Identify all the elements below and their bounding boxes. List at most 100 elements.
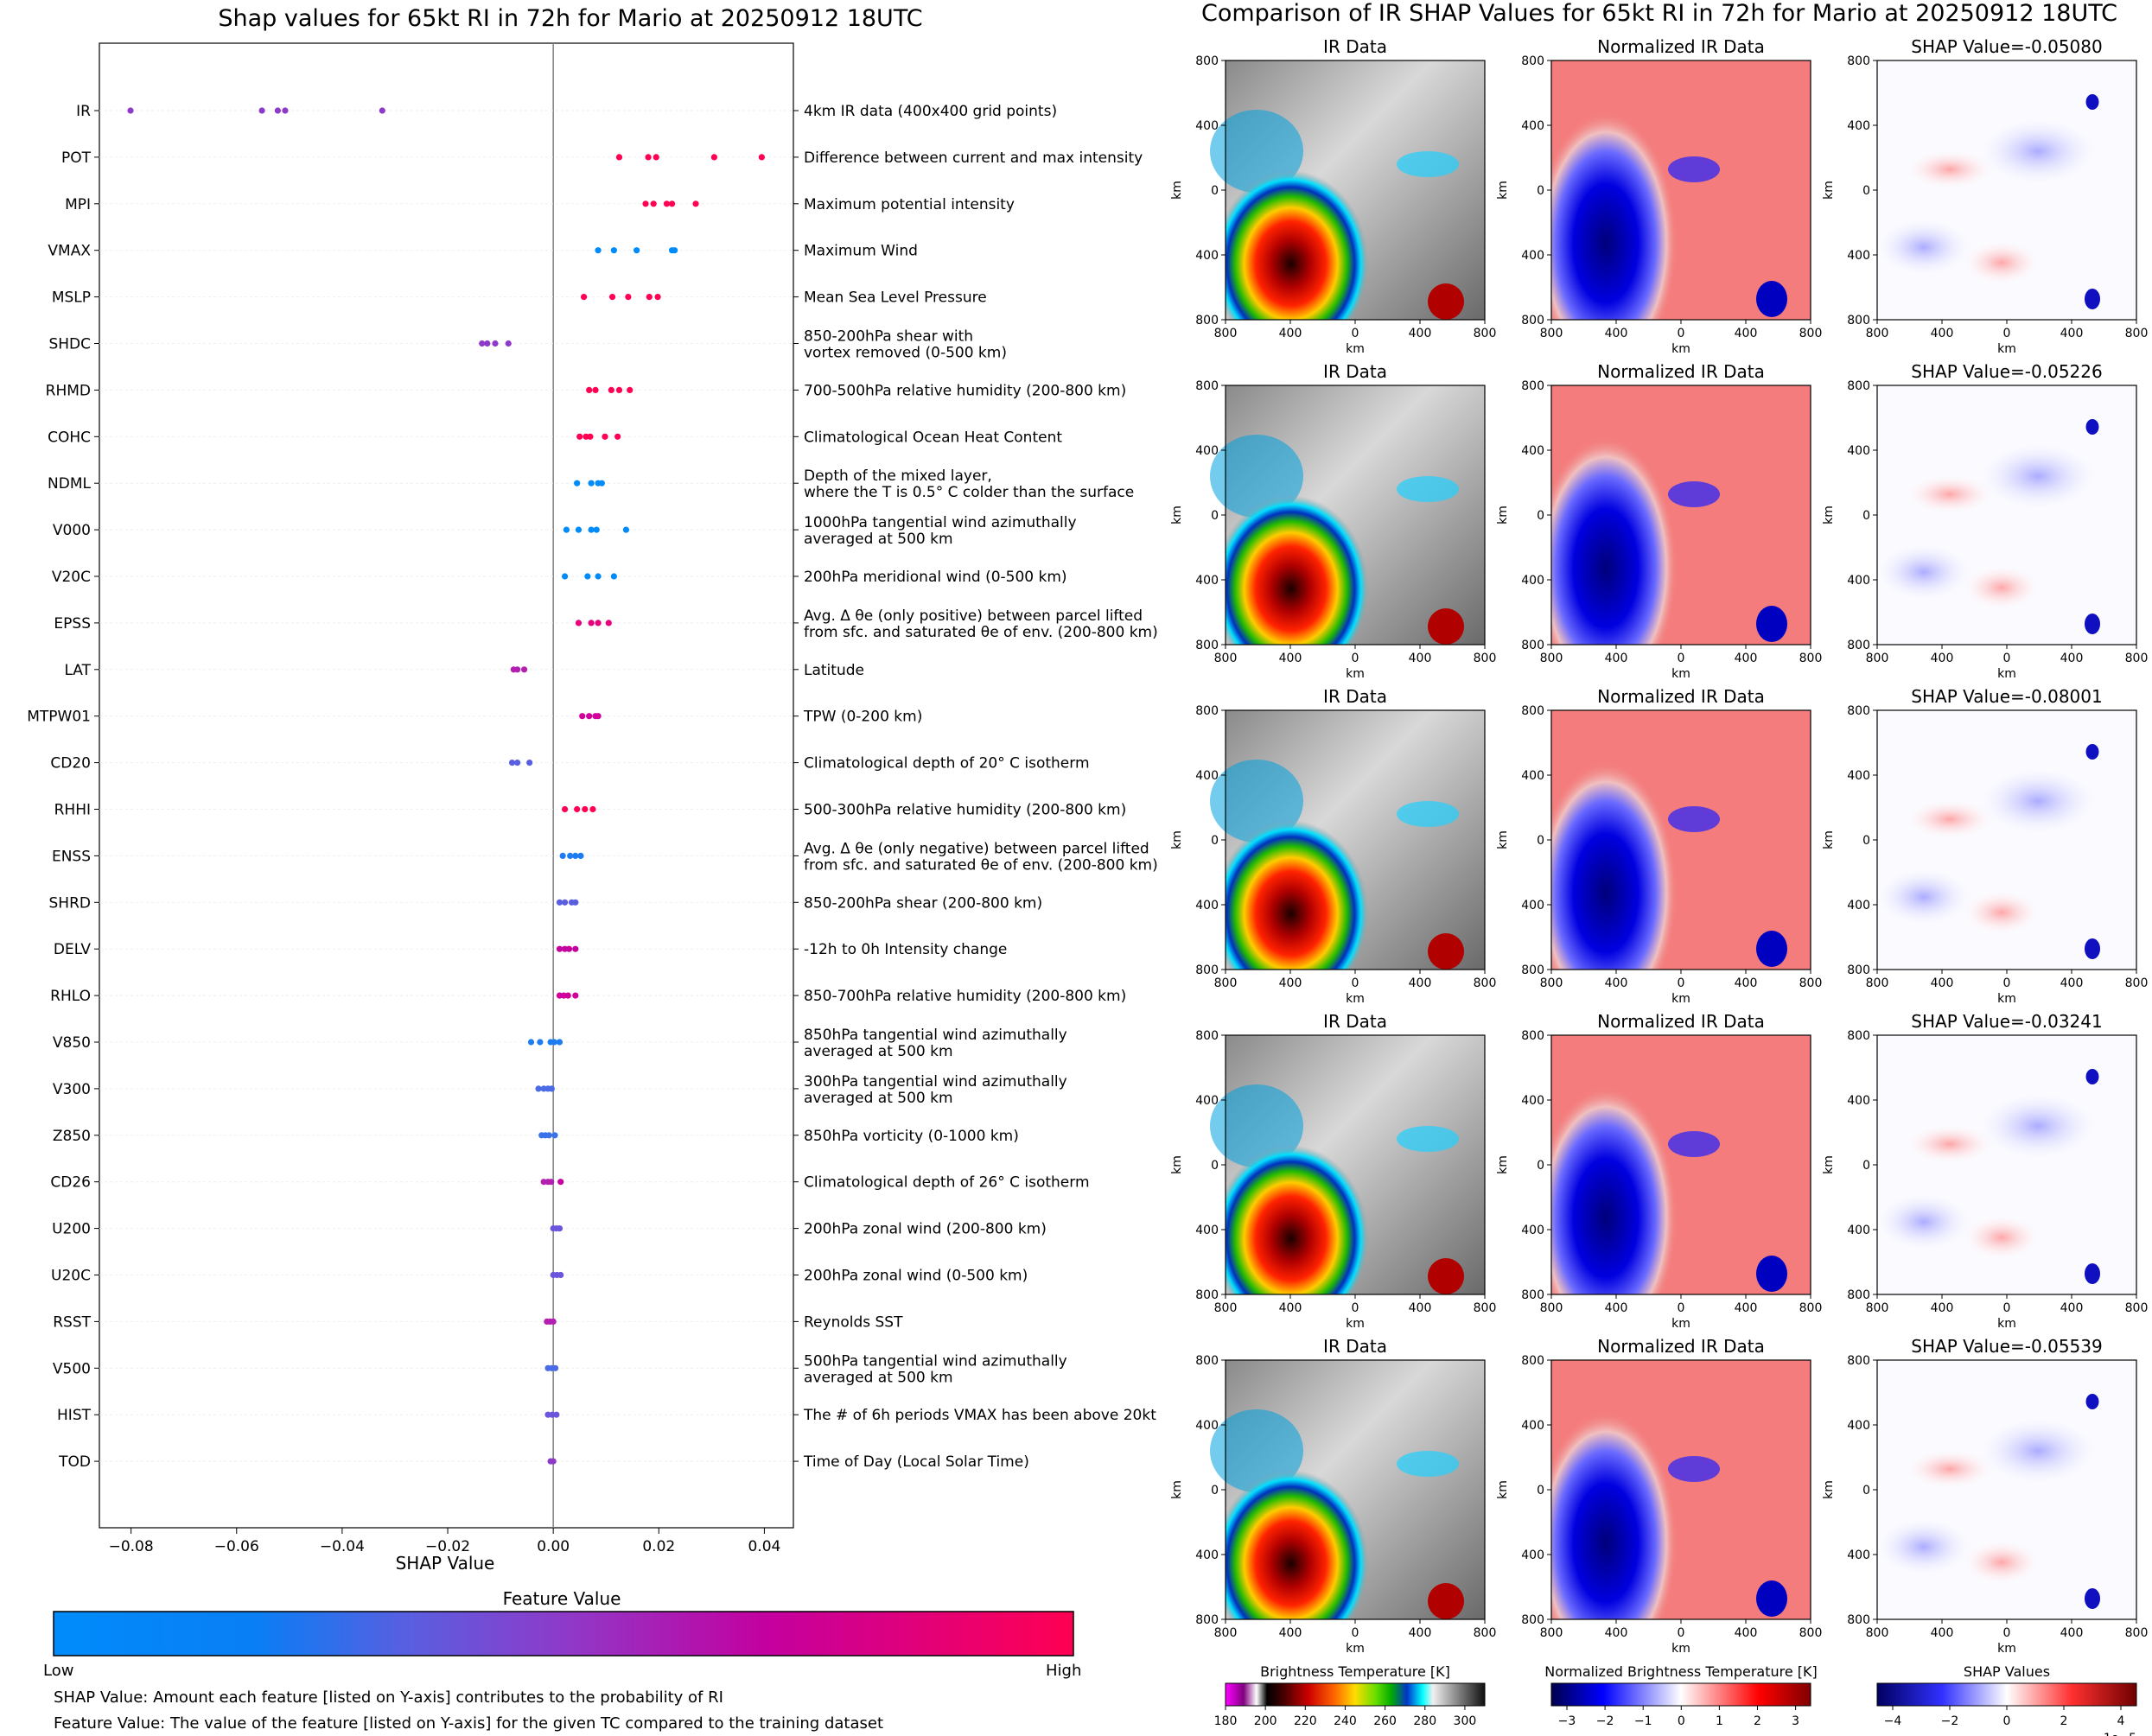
panel-x-label: km [1997,342,2016,356]
shap-positive-region [1903,1123,1996,1165]
shap-point [576,433,583,440]
shap-point [520,666,528,673]
ir-storm-cell [1428,1258,1464,1294]
panel-y-tick-label: 400 [1521,1094,1544,1108]
feature-description-label: averaged at 500 km [804,1369,953,1386]
shap-negative-region [1973,765,2103,837]
panel-y-tick-label: 800 [1847,54,1870,68]
feature-name-label: POT [61,149,92,167]
panel-title: IR Data [1323,36,1387,57]
panel-y-tick-label: 800 [1847,963,1870,977]
shap-negative-spot [2085,744,2099,760]
shap-point [479,340,486,347]
shap-point [663,200,671,207]
x-tick-label: −0.04 [320,1538,365,1555]
panel-x-tick-label: 400 [2060,327,2084,340]
shap-point [556,1039,563,1046]
colorbar-3: SHAP Values −4 −2 0 2 4 1e−5 [1876,1663,2137,1736]
shap-point [274,107,281,114]
shap-point [577,852,584,860]
panel-y-tick-label: 0 [1537,184,1544,198]
panel-y-tick-label: 0 [1862,509,1870,523]
shap-point [575,526,583,533]
feature-name-label: RSST [53,1313,91,1331]
panel-y-tick-label: 800 [1195,314,1219,327]
norm-storm-core [1551,731,1681,970]
panel-y-label: km [1822,181,1836,200]
shap-point [627,386,634,393]
shap-value-note: SHAP Value: Amount each feature [listed … [54,1688,723,1707]
panel-x-tick-label: 400 [1605,976,1628,990]
ir-storm-core [1226,1108,1381,1294]
shap-negative-spot [2085,1263,2100,1284]
norm-storm-cell [1756,931,1787,967]
panel-x-tick-label: 800 [2125,976,2149,990]
panel-y-label: km [1822,830,1836,849]
feature-name-label: RHLO [50,988,91,1005]
shap-point [579,713,586,720]
panel-title: Normalized IR Data [1597,686,1765,707]
feature-name-label: LAT [64,662,91,679]
panel-x-tick-label: 800 [2125,652,2149,665]
panel-x-tick-label: 0 [2003,327,2011,340]
panel-x-tick-label: 800 [1866,1626,1889,1640]
panel-x-tick-label: 800 [1474,976,1497,990]
colorbar-tick-label: −2 [1596,1714,1614,1728]
feature-description-label: -12h to 0h Intensity change [804,941,1007,958]
ir-comparison-title: Comparison of IR SHAP Values for 65kt RI… [1200,0,2117,27]
panel-x-label: km [1671,992,1690,1006]
shap-point [572,852,579,860]
colorbar-tick-label: 1 [1716,1714,1723,1728]
shap-positive-region [1903,474,1996,515]
panel-y-tick-label: 0 [1211,834,1219,848]
feature-name-label: V000 [53,522,91,539]
panel-x-label: km [1671,1642,1690,1656]
panel-y-tick-label: 400 [1847,444,1870,458]
shap-point [551,1364,559,1371]
panel-x-tick-label: 400 [2060,652,2084,665]
feature-name-label: MPI [65,196,91,213]
shap-point [588,526,595,533]
panel-y-tick-label: 0 [1537,1484,1544,1498]
shap-negative-spot [2085,1069,2099,1084]
panel-title: IR Data [1323,686,1387,707]
panel-x-tick-label: 800 [1866,976,1889,990]
feature-name-label: SHDC [48,336,91,353]
shap-negative-region [1872,216,1976,278]
panel-y-tick-label: 0 [1862,834,1870,848]
shap-ir-panel: SHAP Value=-0.05080800800400400004004008… [1822,36,2148,356]
panel-y-tick-label: 400 [1195,1094,1219,1108]
shap-point [586,713,593,720]
panel-x-tick-label: 800 [2125,327,2149,340]
ir-storm-core [1226,458,1381,645]
shap-point [614,433,621,440]
panel-x-tick-label: 800 [2125,1626,2149,1640]
panel-y-tick-label: 800 [1195,639,1219,652]
feature-description-label: 1000hPa tangential wind azimuthally [804,514,1077,531]
shap-point [559,852,566,860]
panel-title: SHAP Value=-0.05539 [1911,1336,2102,1357]
shap-point [526,760,533,766]
panel-y-tick-label: 800 [1195,379,1219,393]
panel-y-label: km [1170,506,1184,525]
colorbar-tick-label: 0 [2003,1714,2011,1728]
panel-x-tick-label: 400 [1735,652,1758,665]
shap-point [127,107,134,114]
shap-point [595,620,602,626]
shap-negative-spot [2085,614,2100,634]
ir-cloud-band [1397,1126,1459,1152]
feature-description-label: TPW (0-200 km) [803,709,922,726]
shap-point [582,805,589,813]
panel-x-tick-label: 400 [1735,327,1758,340]
shap-negative-spot [2085,289,2100,309]
feature-description-label: 4km IR data (400x400 grid points) [804,103,1057,120]
shap-point [584,573,591,580]
shap-point [379,107,385,114]
shap-point [672,247,678,254]
panel-y-tick-label: 400 [1195,444,1219,458]
shap-positive-region [1903,798,1996,840]
panel-y-tick-label: 400 [1847,1094,1870,1108]
panel-x-tick-label: 800 [1799,327,1823,340]
panel-x-tick-label: 400 [1279,1301,1302,1315]
